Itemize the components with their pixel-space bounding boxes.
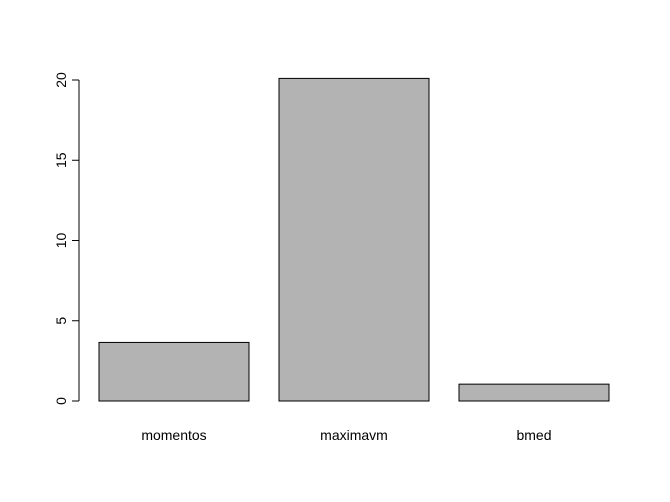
category-labels: momentos maximavm bmed bbox=[141, 427, 551, 443]
category-label-bmed: bmed bbox=[516, 427, 551, 443]
bars bbox=[98, 77, 610, 402]
y-axis: 0 5 10 15 20 bbox=[53, 72, 80, 405]
bar-maximavm bbox=[278, 77, 430, 402]
y-tick-label: 20 bbox=[53, 72, 69, 88]
y-tick-label: 0 bbox=[53, 397, 69, 405]
category-label-momentos: momentos bbox=[141, 427, 206, 443]
y-tick-label: 5 bbox=[53, 317, 69, 325]
bar-bmed bbox=[458, 383, 610, 402]
y-tick-label: 10 bbox=[53, 233, 69, 249]
bar-momentos bbox=[98, 341, 250, 402]
category-label-maximavm: maximavm bbox=[320, 427, 388, 443]
y-tick-label: 15 bbox=[53, 152, 69, 168]
